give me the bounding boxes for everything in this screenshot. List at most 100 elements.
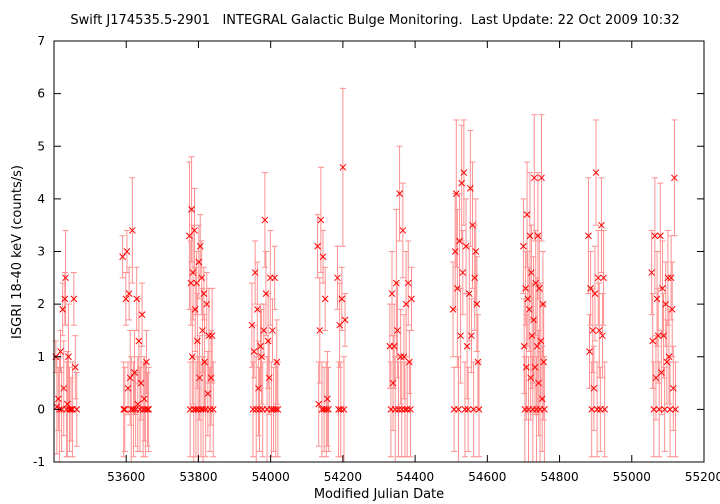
data-point — [593, 406, 601, 413]
data-point — [474, 358, 482, 366]
point-marker-stroke — [666, 406, 674, 413]
point-marker-stroke — [401, 406, 409, 413]
point-marker-stroke — [599, 332, 606, 340]
data-point — [468, 332, 475, 340]
point-marker-stroke — [522, 363, 530, 371]
point-marker-stroke — [407, 406, 414, 413]
point-marker-stroke — [335, 406, 342, 413]
point-marker-stroke — [341, 316, 349, 324]
point-marker-stroke — [61, 295, 69, 303]
point-marker-stroke — [203, 300, 211, 308]
point-marker-stroke — [125, 290, 133, 297]
point-marker-stroke — [194, 406, 202, 413]
point-marker-stroke — [198, 274, 206, 282]
data-point — [404, 279, 412, 287]
point-marker-stroke — [473, 300, 481, 308]
data-point — [135, 337, 143, 345]
data-point — [403, 406, 411, 413]
data-point — [452, 190, 460, 197]
data-point — [528, 332, 536, 340]
data-point — [389, 379, 397, 387]
data-point — [54, 395, 62, 403]
data-point — [317, 216, 325, 224]
point-marker-stroke — [451, 248, 459, 255]
point-marker-stroke — [463, 342, 471, 350]
point-marker-stroke — [461, 406, 469, 413]
data-point — [321, 295, 329, 303]
data-point — [538, 395, 546, 403]
data-point — [188, 353, 196, 361]
data-point — [588, 406, 596, 413]
data-point — [591, 290, 599, 297]
data-point — [655, 406, 663, 413]
data-point — [663, 358, 671, 366]
x-tick-label: 54200 — [324, 470, 362, 484]
x-tick-label: 54000 — [252, 470, 290, 484]
point-marker-stroke — [649, 337, 657, 345]
data-point — [60, 384, 68, 392]
data-point — [324, 395, 331, 403]
data-point — [191, 306, 199, 313]
point-marker-stroke — [325, 406, 332, 413]
data-point — [130, 406, 137, 413]
point-marker-stroke — [650, 406, 658, 413]
point-marker-stroke — [324, 395, 331, 403]
point-marker-stroke — [316, 327, 324, 334]
point-marker-stroke — [403, 406, 411, 413]
point-marker-stroke — [66, 406, 73, 413]
data-point — [334, 274, 341, 282]
data-point — [458, 179, 466, 187]
point-marker-stroke — [58, 406, 65, 413]
point-marker-stroke — [539, 300, 547, 308]
point-marker-stroke — [253, 306, 261, 313]
data-point — [407, 406, 414, 413]
point-marker-stroke — [400, 353, 408, 361]
data-point — [138, 311, 146, 319]
point-marker-stroke — [315, 400, 323, 408]
data-point — [520, 342, 528, 350]
data-point — [256, 406, 263, 413]
data-point — [467, 184, 474, 192]
data-point — [203, 300, 211, 308]
point-marker-stroke — [258, 353, 265, 361]
data-point — [258, 353, 265, 361]
data-point — [255, 384, 262, 392]
point-marker-stroke — [336, 321, 343, 329]
data-point — [392, 279, 400, 287]
point-marker-stroke — [464, 406, 472, 413]
data-point — [191, 227, 198, 234]
point-marker-stroke — [648, 269, 655, 276]
point-marker-stroke — [669, 384, 677, 392]
data-point — [530, 316, 537, 324]
point-marker-stroke — [137, 379, 145, 387]
data-point — [131, 369, 138, 376]
point-marker-stroke — [589, 327, 597, 334]
point-marker-stroke — [661, 406, 668, 413]
point-marker-stroke — [314, 242, 321, 250]
point-marker-stroke — [470, 406, 477, 413]
data-point — [123, 248, 131, 255]
data-point — [586, 348, 593, 355]
data-point — [465, 290, 473, 297]
data-point — [539, 300, 547, 308]
point-marker-stroke — [135, 337, 143, 345]
data-point — [192, 406, 200, 413]
point-marker-stroke — [471, 274, 479, 282]
data-point — [249, 406, 257, 413]
data-point — [470, 406, 477, 413]
point-marker-stroke — [207, 374, 215, 382]
data-point — [668, 306, 676, 313]
data-point — [522, 363, 530, 371]
data-point — [654, 332, 662, 340]
point-marker-stroke — [199, 327, 206, 334]
data-point — [667, 274, 675, 282]
point-marker-stroke — [537, 337, 545, 345]
data-point — [462, 242, 470, 250]
point-marker-stroke — [208, 332, 216, 340]
data-point — [649, 337, 657, 345]
data-point — [399, 227, 407, 234]
y-tick-label: 1 — [37, 350, 45, 364]
data-point — [341, 316, 349, 324]
point-marker-stroke — [392, 279, 400, 287]
data-point — [193, 279, 200, 287]
